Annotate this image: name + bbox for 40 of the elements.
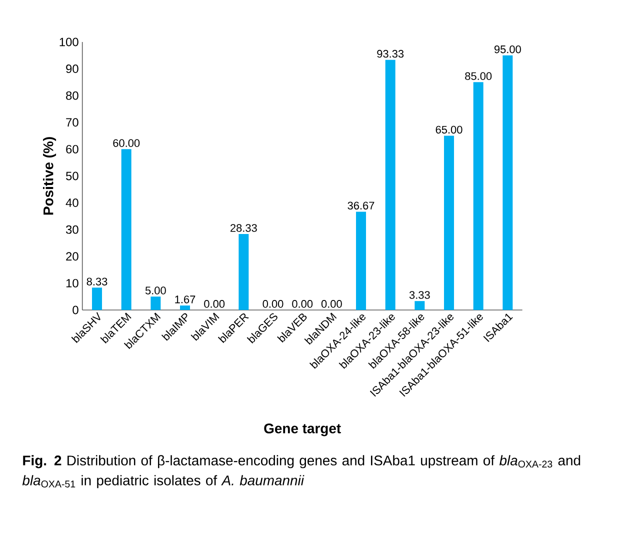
y-tick-label: 80 xyxy=(66,91,78,100)
data-label: 0.00 xyxy=(262,300,284,308)
bar xyxy=(92,288,102,310)
y-tick-label: 30 xyxy=(66,225,78,234)
data-label: 0.00 xyxy=(292,300,313,308)
bar xyxy=(238,234,249,310)
y-tick-label: 0 xyxy=(72,306,78,314)
data-label: 95.00 xyxy=(494,45,521,54)
text: Fig. 2 Distribution of β-lactamase-encoding genes and ISAba1 upstream of bla$_{OXA-23}$ and bla$_{OXA-51}$ in pediatric isolates of A. baumannii xyxy=(22,455,580,488)
data-label: 0.00 xyxy=(204,300,225,308)
bar xyxy=(150,296,161,310)
bar xyxy=(385,60,396,310)
bar xyxy=(444,136,454,310)
y-axis-title: Positive (%) xyxy=(43,137,56,215)
y-tick-label: 90 xyxy=(66,64,78,74)
data-label: 85.00 xyxy=(465,72,492,80)
y-tick-label: 100 xyxy=(60,38,78,46)
bar xyxy=(502,55,513,310)
bar xyxy=(121,149,132,310)
data-label: 0.00 xyxy=(321,300,342,308)
y-tick-label: 60 xyxy=(66,144,78,154)
data-label: 60.00 xyxy=(113,139,140,147)
data-label: 1.67 xyxy=(175,296,196,304)
bar xyxy=(356,212,366,310)
data-label: 93.33 xyxy=(377,50,404,58)
data-label: 28.33 xyxy=(230,224,257,232)
y-tick-label: 10 xyxy=(66,278,78,288)
bar xyxy=(180,306,190,310)
data-label: 5.00 xyxy=(145,286,166,294)
data-label: 8.33 xyxy=(86,278,108,286)
data-label: 65.00 xyxy=(436,126,462,134)
y-tick-label: 20 xyxy=(66,252,78,261)
bar xyxy=(473,82,484,310)
y-tick-label: 70 xyxy=(66,118,78,127)
data-label: 3.33 xyxy=(409,291,430,299)
y-tick-label: 50 xyxy=(66,172,78,180)
x-axis-title: Gene target xyxy=(264,423,341,436)
y-tick-label: 40 xyxy=(66,198,78,208)
data-label: 36.67 xyxy=(348,202,374,210)
bar xyxy=(414,301,425,310)
